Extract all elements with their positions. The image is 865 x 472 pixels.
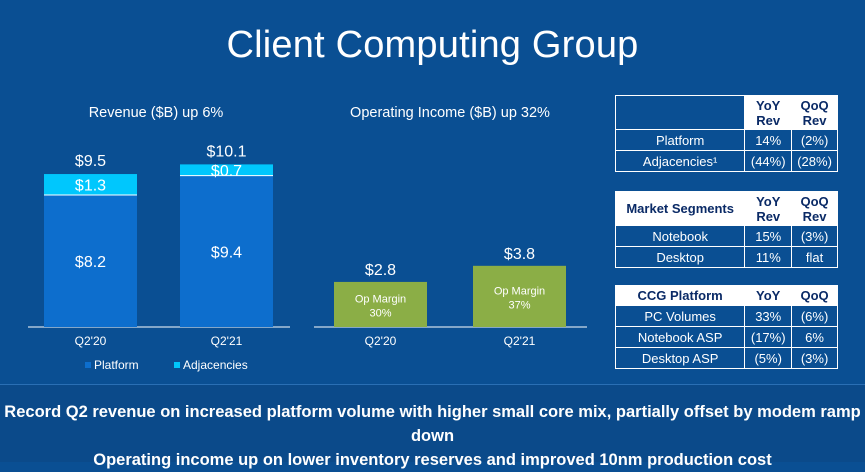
operating-income-bar: [334, 281, 427, 327]
table-cell: (3%): [791, 225, 838, 247]
table-header-qoq: QoQ Rev: [791, 191, 838, 226]
table-cell: flat: [791, 246, 838, 268]
platform-value-label: $8.2: [75, 254, 106, 271]
table-cell: (2%): [791, 129, 838, 151]
table-header-yoy: YoY Rev: [744, 191, 793, 226]
operating-income-value-label: $3.8: [504, 246, 535, 263]
legend-platform-label: Platform: [94, 358, 139, 372]
table-cell: Platform: [614, 129, 746, 151]
adjacencies-bar: [44, 174, 137, 195]
legend-platform: Platform: [85, 358, 139, 372]
table-header-segments: Market Segments: [614, 191, 746, 226]
revenue-chart-title: Revenue ($B) up 6%: [89, 105, 224, 121]
legend-adjacencies: Adjacencies: [174, 358, 248, 372]
op-margin-label: Op Margin: [355, 293, 406, 305]
table-cell: (17%): [744, 326, 793, 348]
table-cell: 14%: [744, 129, 793, 151]
table-row: Adjacencies¹ (44%) (28%): [614, 150, 838, 172]
total-value-label: $9.5: [75, 153, 106, 170]
platform-bar: [180, 175, 273, 327]
table-header-platform: CCG Platform: [614, 285, 746, 306]
banner-line-revenue: Record Q2 revenue on increased platform …: [4, 403, 861, 445]
table-cell: (5%): [744, 347, 793, 369]
adjacencies-bar: [180, 164, 273, 176]
table-row: Desktop 11% flat: [614, 246, 838, 268]
table-row: Platform 14% (2%): [614, 129, 838, 151]
table-cell: Desktop ASP: [614, 347, 746, 369]
x-tick-label: Q2'21: [211, 334, 243, 348]
legend-platform-swatch: [85, 362, 91, 368]
summary-banner: Record Q2 revenue on increased platform …: [0, 384, 865, 469]
table-cell: 33%: [744, 305, 793, 327]
adjacencies-value-label: $0.7: [211, 163, 242, 180]
market-segments-table: Market Segments YoY Rev QoQ Rev Notebook 1…: [614, 191, 838, 268]
table-row: Desktop ASP (5%) (3%): [614, 347, 838, 369]
op-margin-value: 37%: [508, 299, 530, 311]
table-cell: (44%): [744, 150, 793, 172]
operating-income-chart-title: Operating Income ($B) up 32%: [350, 105, 550, 121]
banner-line-operating-income: Operating income up on lower inventory r…: [93, 451, 772, 469]
table-cell: (6%): [791, 305, 838, 327]
page-title: Client Computing Group: [226, 24, 639, 66]
table-cell: 6%: [791, 326, 838, 348]
table-header-yoy: YoY Rev: [744, 95, 793, 130]
table-header-qoq: QoQ Rev: [791, 95, 838, 130]
x-tick-label: Q2'20: [365, 334, 397, 348]
charts-area: Revenue ($B) up 6% $8.2 $1.3 $9.5 Q2'20 $9.4 $…: [28, 105, 587, 348]
platform-value-label: $9.4: [211, 244, 242, 261]
ccg-platform-table: CCG Platform YoY QoQ PC Volumes 33% (6%)…: [614, 285, 838, 369]
total-value-label: $10.1: [206, 143, 246, 160]
table-header-yoy: YoY: [744, 285, 793, 306]
table-cell: Notebook: [614, 225, 746, 247]
adjacencies-value-label: $1.3: [75, 178, 106, 195]
table-row: Notebook ASP (17%) 6%: [614, 326, 838, 348]
legend-adjacencies-label: Adjacencies: [183, 358, 248, 372]
revenue-growth-table: YoY Rev QoQ Rev Platform 14% (2%) Adjacenc…: [614, 95, 838, 172]
table-cell: Desktop: [614, 246, 746, 268]
table-cell: (3%): [791, 347, 838, 369]
op-margin-value: 30%: [369, 307, 391, 319]
table-cell: Notebook ASP: [614, 326, 746, 348]
x-tick-label: Q2'21: [504, 334, 536, 348]
table-cell: Adjacencies¹: [614, 150, 746, 172]
table-cell: 11%: [744, 246, 793, 268]
table-header-blank: [614, 95, 746, 130]
platform-bar: [44, 194, 137, 327]
table-header-qoq: QoQ: [791, 285, 838, 306]
table-row: PC Volumes 33% (6%): [614, 305, 838, 327]
x-tick-label: Q2'20: [75, 334, 107, 348]
legend-adjacencies-swatch: [174, 362, 180, 368]
table-row: Notebook 15% (3%): [614, 225, 838, 247]
table-cell: 15%: [744, 225, 793, 247]
operating-income-bar: [473, 265, 566, 327]
operating-income-value-label: $2.8: [365, 262, 396, 279]
op-margin-label: Op Margin: [494, 285, 545, 297]
table-cell: PC Volumes: [614, 305, 746, 327]
table-cell: (28%): [791, 150, 838, 172]
